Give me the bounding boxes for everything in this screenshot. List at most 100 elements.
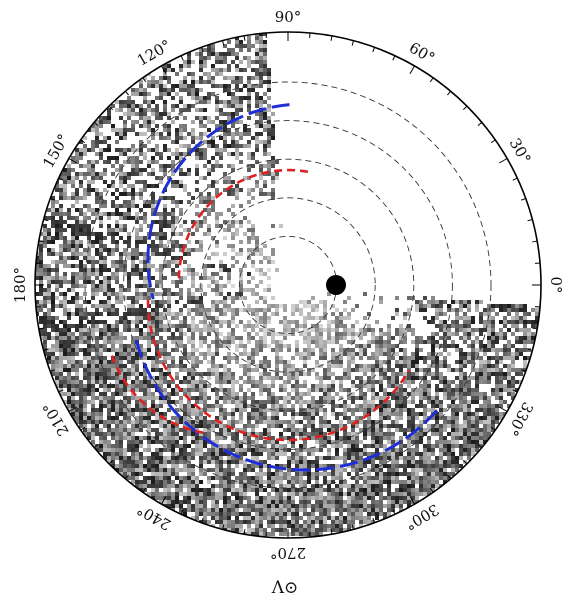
- density-cell: [227, 76, 231, 80]
- density-cell: [231, 124, 235, 128]
- density-cell: [63, 356, 67, 360]
- density-cell: [447, 324, 451, 328]
- density-cell: [419, 340, 423, 344]
- density-cell: [323, 456, 327, 460]
- density-cell: [207, 128, 211, 132]
- density-cell: [263, 128, 267, 132]
- density-cell: [47, 228, 51, 232]
- density-cell: [267, 88, 271, 92]
- density-cell: [167, 372, 171, 376]
- density-cell: [255, 252, 259, 256]
- density-cell: [163, 316, 167, 320]
- density-cell: [99, 148, 103, 152]
- density-cell: [211, 204, 215, 208]
- density-cell: [87, 232, 91, 236]
- density-cell: [187, 292, 191, 296]
- density-cell: [315, 372, 319, 376]
- density-cell: [119, 184, 123, 188]
- density-cell: [335, 428, 339, 432]
- density-cell: [223, 112, 227, 116]
- density-cell: [359, 356, 363, 360]
- density-cell: [495, 396, 499, 400]
- density-cell: [255, 184, 259, 188]
- density-cell: [107, 364, 111, 368]
- density-cell: [131, 448, 135, 452]
- density-cell: [203, 276, 207, 280]
- density-cell: [191, 76, 195, 80]
- density-cell: [327, 368, 331, 372]
- density-cell: [247, 412, 251, 416]
- density-cell: [251, 288, 255, 292]
- density-cell: [479, 328, 483, 332]
- density-cell: [203, 400, 207, 404]
- density-cell: [435, 424, 439, 428]
- density-cell: [511, 360, 515, 364]
- density-cell: [343, 452, 347, 456]
- density-cell: [147, 124, 151, 128]
- density-cell: [451, 452, 455, 456]
- density-cell: [511, 396, 515, 400]
- density-cell: [207, 208, 211, 212]
- density-cell: [75, 300, 79, 304]
- density-cell: [183, 248, 187, 252]
- density-cell: [215, 280, 219, 284]
- density-cell: [399, 448, 403, 452]
- density-cell: [43, 340, 47, 344]
- density-cell: [175, 440, 179, 444]
- density-cell: [123, 228, 127, 232]
- density-cell: [319, 384, 323, 388]
- density-cell: [403, 444, 407, 448]
- density-cell: [491, 336, 495, 340]
- density-cell: [415, 440, 419, 444]
- density-cell: [431, 404, 435, 408]
- density-cell: [143, 220, 147, 224]
- density-cell: [451, 436, 455, 440]
- density-cell: [139, 88, 143, 92]
- density-cell: [147, 408, 151, 412]
- density-cell: [335, 376, 339, 380]
- density-cell: [91, 384, 95, 388]
- density-cell: [219, 164, 223, 168]
- density-cell: [527, 336, 531, 340]
- density-cell: [99, 312, 103, 316]
- density-cell: [271, 260, 275, 264]
- density-cell: [339, 384, 343, 388]
- density-cell: [447, 404, 451, 408]
- density-cell: [183, 440, 187, 444]
- density-cell: [451, 444, 455, 448]
- density-cell: [231, 144, 235, 148]
- density-cell: [267, 284, 271, 288]
- density-cell: [239, 292, 243, 296]
- density-cell: [91, 160, 95, 164]
- density-cell: [331, 404, 335, 408]
- density-cell: [223, 432, 227, 436]
- density-cell: [275, 364, 279, 368]
- density-cell: [287, 460, 291, 464]
- density-cell: [159, 284, 163, 288]
- density-cell: [119, 260, 123, 264]
- density-cell: [99, 412, 103, 416]
- density-cell: [231, 112, 235, 116]
- density-cell: [479, 404, 483, 408]
- density-cell: [251, 60, 255, 64]
- density-cell: [171, 220, 175, 224]
- density-cell: [427, 336, 431, 340]
- density-cell: [239, 280, 243, 284]
- density-cell: [463, 412, 467, 416]
- density-cell: [351, 336, 355, 340]
- density-cell: [163, 400, 167, 404]
- density-cell: [79, 156, 83, 160]
- density-cell: [203, 156, 207, 160]
- density-cell: [71, 360, 75, 364]
- density-cell: [207, 120, 211, 124]
- density-cell: [175, 152, 179, 156]
- density-cell: [379, 420, 383, 424]
- density-cell: [95, 336, 99, 340]
- density-cell: [151, 456, 155, 460]
- density-cell: [387, 452, 391, 456]
- density-cell: [475, 308, 479, 312]
- density-cell: [263, 440, 267, 444]
- density-cell: [139, 388, 143, 392]
- density-cell: [59, 320, 63, 324]
- density-cell: [47, 360, 51, 364]
